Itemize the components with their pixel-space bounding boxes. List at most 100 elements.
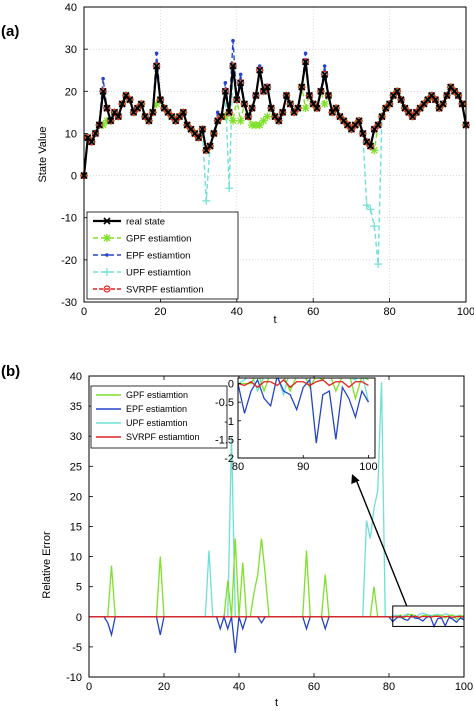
data-point-upf [202,196,211,205]
data-point-real [206,142,214,150]
inset-series-line-gpf [238,378,369,401]
data-point-real [305,91,313,100]
data-point-svrpf [168,112,176,121]
data-point-real [366,142,375,150]
data-point-real [298,83,306,91]
data-point-real [137,100,145,108]
y-tick-label: -5 [72,642,82,654]
x-tick-label: 20 [158,681,170,693]
data-point-upf [362,201,371,210]
data-point-real [179,108,187,116]
data-point-upf [366,205,375,214]
legend-label-upf: UPF estiamtion [126,418,188,428]
inset-x-tick-label: 90 [297,461,309,473]
data-point-svrpf [428,91,436,100]
plot-frame [88,375,465,678]
data-point-svrpf [450,87,459,95]
inset-x-tick-label: 100 [359,461,377,473]
data-point-real [217,113,226,121]
data-point-gpf [320,99,329,108]
x-tick-label: 0 [81,306,87,318]
data-point-svrpf [454,91,462,100]
legend-label-epf: EPF estiamtion [126,251,190,262]
data-point-svrpf [286,100,294,108]
x-tick-label: 20 [154,306,166,318]
y-tick-label: 10 [65,128,77,140]
data-point-real [454,91,462,100]
y-tick-label: 0 [71,171,77,183]
y-tick-label: 40 [70,371,82,383]
data-point-upf [370,222,379,231]
data-point-real [431,96,440,104]
data-point-real [321,70,329,78]
legend-label-svrpf: SVRPF estiamtion [126,432,200,442]
data-point-real [210,129,218,137]
legend-marker-epf [105,253,109,257]
data-point-svrpf [145,117,153,125]
y-tick-label: 30 [65,44,77,56]
data-point-svrpf [424,96,432,104]
data-point-real [374,121,382,129]
data-point-svrpf [133,104,142,112]
x-tick-label: 80 [383,681,395,693]
data-point-real [458,100,466,108]
data-point-real [149,108,157,116]
data-point-real [267,104,275,112]
data-point-real [282,91,291,100]
data-point-real [252,91,260,100]
data-point-real [198,125,206,133]
y-tick-label: -30 [61,297,77,309]
data-point-epf [154,51,159,56]
legend-label-svrpf: SVRPF estiamtion [126,285,204,296]
data-point-svrpf [435,104,443,112]
data-point-svrpf [374,121,382,129]
y-tick-label: -10 [61,213,77,225]
data-point-svrpf [195,134,203,142]
data-point-real [332,104,340,112]
data-point-svrpf [271,112,279,121]
data-point-svrpf [160,104,168,112]
data-point-real [313,104,321,112]
inset-y-tick-label: -0.5 [215,397,234,409]
data-point-svrpf [122,91,130,100]
data-point-real [324,91,333,100]
data-point-svrpf [439,100,447,108]
y-tick-label: 35 [70,401,82,413]
data-point-upf [225,184,234,193]
data-point-real [153,62,161,70]
data-point-svrpf [275,117,283,125]
data-point-svrpf [172,117,180,125]
data-point-svrpf [443,91,451,100]
data-point-real [225,108,233,116]
data-point-svrpf [91,129,100,138]
legend-label-epf: EPF estiamtion [126,404,187,414]
data-point-epf [223,81,228,85]
data-point-real [114,113,122,121]
x-tick-label: 80 [383,306,395,318]
data-point-gpf [263,112,272,121]
data-point-real [263,83,271,91]
legend-label-real: real state [126,217,165,228]
data-point-real [248,104,256,112]
data-point-svrpf [386,100,394,108]
y-tick-label: 5 [76,582,82,594]
data-point-real [221,87,229,95]
data-point-real [240,100,249,108]
data-point-real [397,96,405,104]
legend-label-gpf: GPF estiamtion [126,234,191,245]
data-point-svrpf [412,108,420,116]
plot-frame [83,6,467,303]
data-point-real [386,100,394,108]
data-point-real [95,121,103,129]
data-point-svrpf [431,96,440,104]
x-tick-label: 40 [231,306,243,318]
x-axis-label: t [275,697,278,709]
x-tick-label: 0 [86,681,92,693]
data-point-epf [101,76,105,81]
data-point-real [279,108,287,116]
data-point-real [439,100,447,108]
y-tick-label: -10 [66,672,82,684]
data-point-real [393,87,401,95]
legend-marker-svrpf [103,285,111,293]
inset-plot-area [238,378,375,458]
